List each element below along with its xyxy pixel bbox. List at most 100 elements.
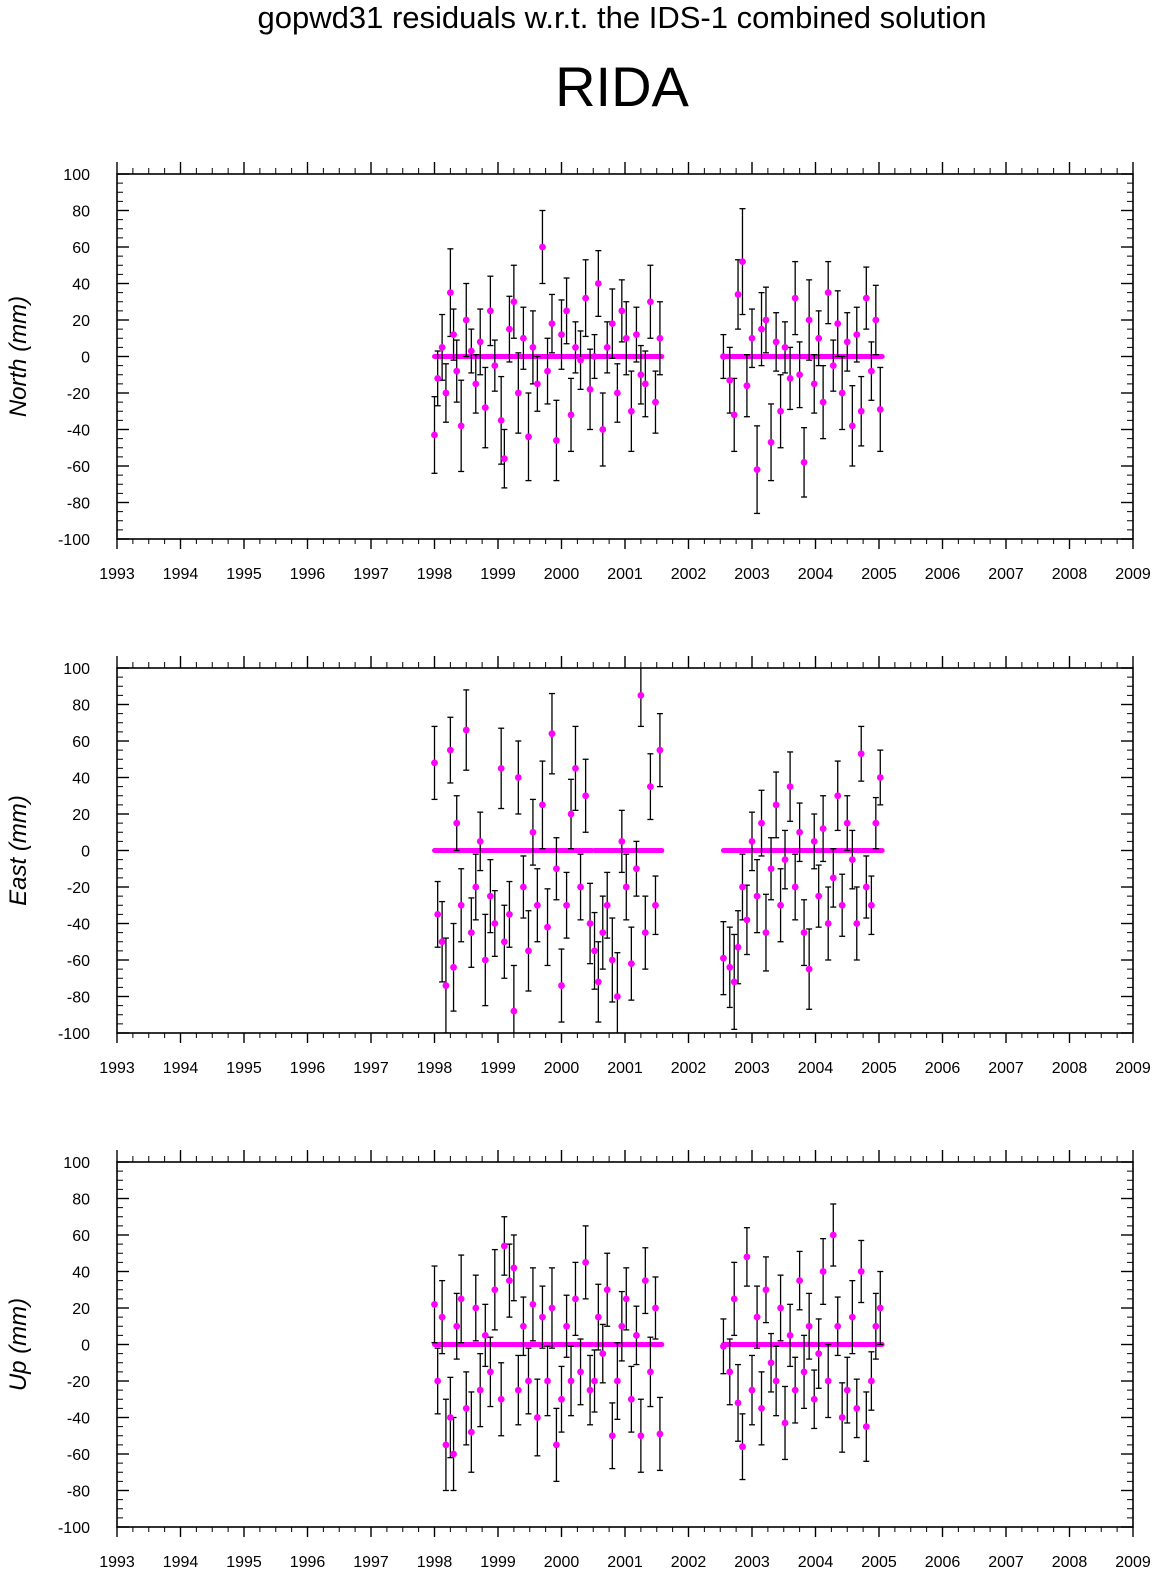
east-data-point xyxy=(577,883,584,891)
up-x-tick-label: 2005 xyxy=(861,1554,897,1571)
up-data-point xyxy=(442,1441,450,1449)
north-data-point xyxy=(867,367,875,375)
up-data-point xyxy=(656,1430,664,1438)
up-data-point xyxy=(520,1322,527,1330)
east-data-point xyxy=(591,947,598,955)
north-data-point xyxy=(781,343,789,351)
north-data-point xyxy=(613,389,621,397)
east-data-point xyxy=(491,920,499,927)
east-data-point xyxy=(457,901,465,909)
north-data-point xyxy=(529,343,537,351)
up-data-point xyxy=(772,1377,780,1385)
up-data-point xyxy=(791,1386,799,1394)
up-data-point xyxy=(853,1404,861,1412)
east-y-tick-label: -100 xyxy=(58,1026,90,1043)
north-data-point xyxy=(800,458,808,466)
up-data-point xyxy=(800,1368,808,1376)
east-data-point xyxy=(791,883,799,891)
east-data-point xyxy=(476,837,484,845)
up-x-tick-label: 1999 xyxy=(480,1554,516,1571)
up-data-point xyxy=(834,1322,842,1330)
east-data-point xyxy=(563,901,570,909)
north-x-tick-label: 1996 xyxy=(290,566,326,583)
north-data-point xyxy=(462,316,470,324)
up-ylabel: Up (mm) xyxy=(5,1298,32,1391)
north-x-tick-label: 1997 xyxy=(353,566,389,583)
north-x-tick-label: 2004 xyxy=(798,566,834,583)
east-data-point xyxy=(520,883,527,891)
north-data-point xyxy=(637,371,645,379)
up-y-tick-label: -60 xyxy=(67,1447,90,1464)
up-y-tick-label: 0 xyxy=(81,1338,90,1355)
east-data-point xyxy=(548,730,556,738)
up-x-tick-label: 2007 xyxy=(988,1554,1024,1571)
east-data-point xyxy=(834,792,842,800)
up-data-point xyxy=(739,1443,746,1451)
north-data-point xyxy=(603,343,611,351)
up-data-point xyxy=(829,1231,837,1239)
east-data-point xyxy=(838,901,846,909)
station-name: RIDA xyxy=(555,55,689,118)
east-x-tick-label: 2006 xyxy=(925,1060,961,1077)
east-data-point xyxy=(739,883,746,891)
north-data-point xyxy=(553,437,560,444)
up-data-point xyxy=(627,1395,635,1403)
up-data-point xyxy=(726,1368,734,1376)
up-data-point xyxy=(500,1242,508,1250)
up-data-point xyxy=(848,1313,856,1321)
north-y-tick-label: 80 xyxy=(72,204,90,221)
north-x-tick-label: 2001 xyxy=(607,566,643,583)
east-y-tick-label: -60 xyxy=(67,953,90,970)
east-x-tick-label: 1998 xyxy=(417,1060,453,1077)
east-data-point xyxy=(796,828,804,836)
up-data-point xyxy=(867,1377,875,1385)
north-data-point xyxy=(510,298,518,306)
east-data-point xyxy=(618,837,626,845)
up-data-point xyxy=(563,1322,570,1330)
east-data-point xyxy=(758,819,765,827)
east-panel: 1993 1994 1995 1996 1997 1998 1999 2000 2001 2002… xyxy=(5,656,1151,1077)
up-data-point xyxy=(730,1295,738,1303)
up-data-point xyxy=(431,1300,438,1308)
east-data-point xyxy=(462,726,470,734)
east-data-point xyxy=(720,954,727,962)
up-data-point xyxy=(758,1404,765,1412)
north-data-point xyxy=(563,307,570,315)
east-data-point xyxy=(510,1007,518,1015)
east-data-point xyxy=(641,929,649,937)
up-data-point xyxy=(491,1286,499,1294)
up-y-tick-label: 80 xyxy=(72,1192,90,1209)
east-ylabel: East (mm) xyxy=(5,795,32,906)
east-data-point xyxy=(529,828,537,836)
east-data-point xyxy=(472,883,480,891)
north-data-point xyxy=(525,433,532,441)
east-data-point xyxy=(762,929,770,937)
east-data-point xyxy=(431,759,438,767)
east-data-point xyxy=(467,929,475,937)
up-data-point xyxy=(734,1399,742,1407)
north-x-tick-label: 2008 xyxy=(1052,566,1088,583)
east-y-tick-label: 20 xyxy=(72,807,90,824)
north-data-point xyxy=(739,258,746,265)
east-data-point xyxy=(434,910,442,918)
up-x-tick-label: 2000 xyxy=(544,1554,580,1571)
east-data-point xyxy=(730,978,738,986)
north-data-point xyxy=(500,455,508,463)
east-data-point xyxy=(637,691,645,699)
east-data-point xyxy=(726,963,734,971)
east-y-tick-label: 0 xyxy=(81,844,90,861)
north-data-point xyxy=(450,331,457,338)
east-data-point xyxy=(810,837,818,845)
up-y-tick-label: 100 xyxy=(63,1155,90,1172)
north-data-point xyxy=(446,289,454,297)
north-data-point xyxy=(633,331,640,338)
east-x-tick-label: 2007 xyxy=(988,1060,1024,1077)
north-data-point xyxy=(548,320,556,328)
up-data-point xyxy=(633,1331,640,1339)
east-data-point xyxy=(857,750,865,758)
north-data-point xyxy=(476,338,484,346)
east-data-point xyxy=(876,774,884,781)
north-x-tick-label: 2003 xyxy=(734,566,770,583)
east-data-point xyxy=(853,920,861,927)
east-data-point xyxy=(567,810,575,818)
